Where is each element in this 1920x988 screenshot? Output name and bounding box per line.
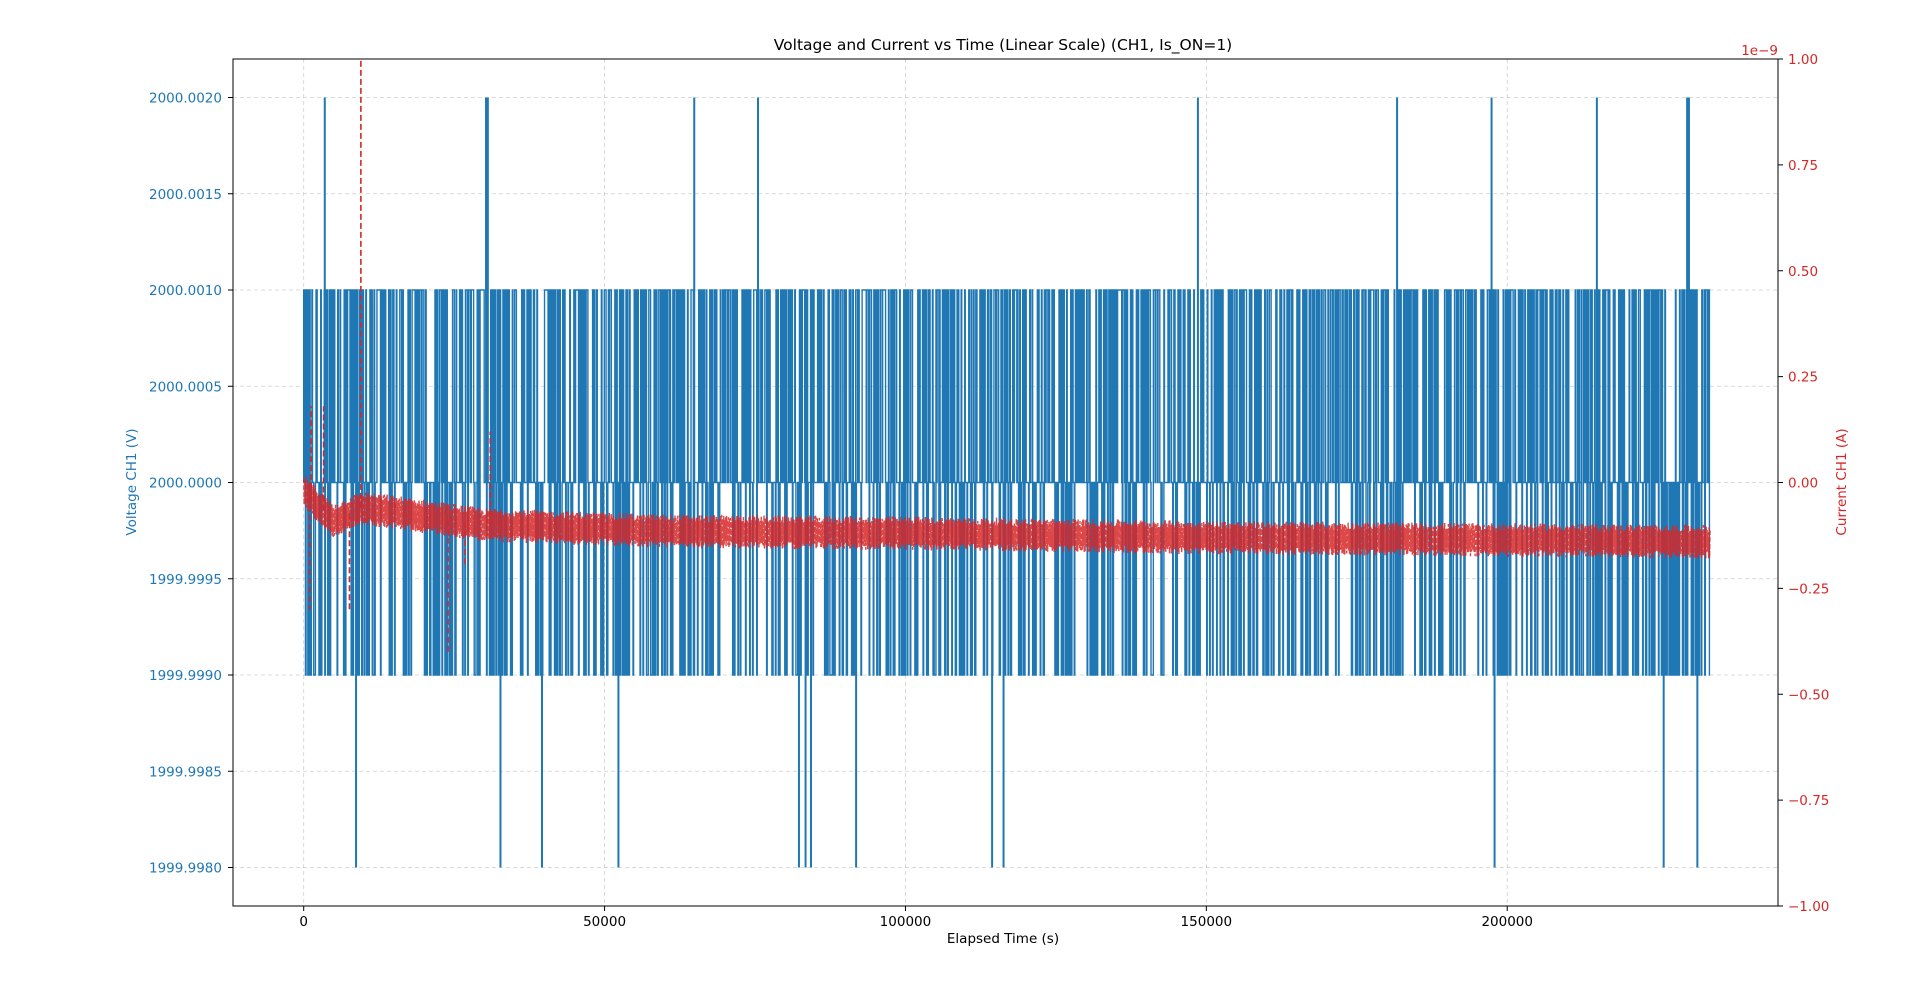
x-tick-label: 150000 xyxy=(1181,914,1233,930)
y-right-tick-label: 0.50 xyxy=(1788,264,1818,280)
y-left-tick-label: 2000.0000 xyxy=(149,476,222,492)
y-axis-left: 1999.9980 1999.9985 1999.9990 1999.9995 2000… xyxy=(149,91,233,877)
y-left-tick-label: 1999.9980 xyxy=(149,861,222,877)
x-tick-label: 50000 xyxy=(583,914,626,930)
voltage-line xyxy=(303,289,1711,676)
voltage-series xyxy=(303,97,1711,868)
y-axis-right-label: Current CH1 (A) xyxy=(1834,428,1850,535)
y-right-tick-label: −0.50 xyxy=(1788,687,1829,703)
y-right-tick-label: 0.25 xyxy=(1788,370,1818,386)
y-right-tick-label: 0.00 xyxy=(1788,476,1818,492)
y-left-tick-label: 2000.0010 xyxy=(149,283,222,299)
y-axis-left-label: Voltage CH1 (V) xyxy=(124,428,140,535)
x-axis: 0 50000 100000 150000 200000 xyxy=(299,906,1533,930)
y-left-tick-label: 2000.0020 xyxy=(149,91,222,107)
y-right-tick-label: 1.00 xyxy=(1788,52,1818,68)
y-right-tick-label: −0.25 xyxy=(1788,581,1829,597)
y-left-tick-label: 1999.9985 xyxy=(149,764,222,780)
y-left-tick-label: 1999.9990 xyxy=(149,668,222,684)
x-axis-label: Elapsed Time (s) xyxy=(947,931,1059,947)
x-tick-label: 200000 xyxy=(1481,914,1533,930)
current-series xyxy=(303,59,1711,652)
right-axis-multiplier: 1e−9 xyxy=(1741,43,1778,59)
y-axis-right: −1.00 −0.75 −0.50 −0.25 0.00 0.25 0.50 0.75 1.00 xyxy=(1778,52,1829,915)
y-left-tick-label: 2000.0005 xyxy=(149,379,222,395)
x-tick-label: 0 xyxy=(299,914,308,930)
current-line xyxy=(303,476,1711,559)
y-right-tick-label: −1.00 xyxy=(1788,899,1829,915)
chart-title: Voltage and Current vs Time (Linear Scal… xyxy=(774,36,1232,55)
y-left-tick-label: 1999.9995 xyxy=(149,572,222,588)
y-left-tick-label: 2000.0015 xyxy=(149,187,222,203)
y-right-tick-label: 0.75 xyxy=(1788,158,1818,174)
x-tick-label: 100000 xyxy=(880,914,932,930)
y-right-tick-label: −0.75 xyxy=(1788,793,1829,809)
